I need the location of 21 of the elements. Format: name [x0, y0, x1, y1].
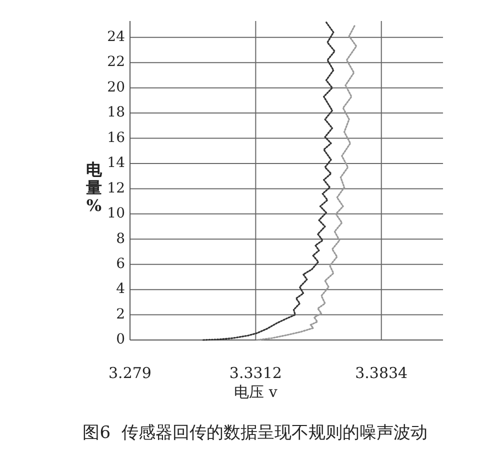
x-axis-title: 电压 v	[234, 383, 278, 401]
y-tick-label: 4	[116, 281, 126, 298]
y-tick-label: 16	[107, 130, 126, 146]
y-tick-label: 10	[107, 206, 125, 222]
y-tick-label: 14	[107, 155, 126, 172]
x-tick-label: 3.3312	[229, 364, 282, 382]
x-tick-label: 3.279	[108, 364, 152, 382]
y-tick-label: 18	[107, 104, 125, 121]
y-tick-label: 6	[116, 256, 126, 272]
y-tick-label: 12	[107, 180, 125, 196]
y-axis-title: 电量%	[85, 160, 103, 215]
line-series	[256, 24, 358, 341]
y-tick-label: 22	[107, 54, 125, 70]
y-tick-label: 24	[107, 29, 126, 46]
y-tick-label: 2	[116, 306, 125, 322]
y-tick-label: 20	[107, 79, 125, 96]
y-tick-label: 0	[116, 332, 125, 348]
x-tick-label: 3.3834	[355, 364, 408, 382]
y-tick-label: 8	[116, 230, 125, 247]
text: 图6 传感器回传的数据呈现不规则的噪声波动	[82, 423, 428, 443]
line-series	[202, 21, 336, 341]
